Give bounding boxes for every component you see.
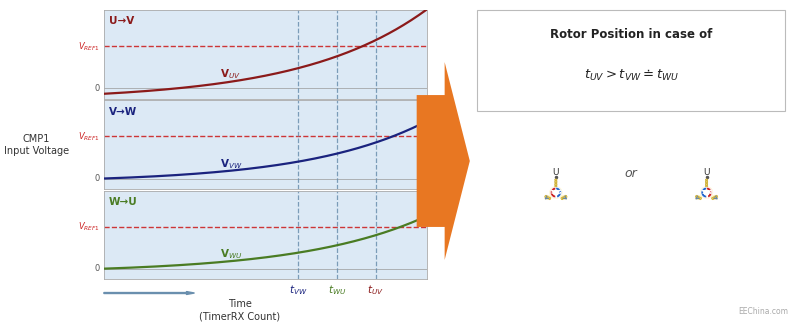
Text: or: or: [625, 167, 638, 180]
Ellipse shape: [697, 196, 698, 198]
Text: 0: 0: [95, 174, 100, 183]
Ellipse shape: [706, 184, 708, 185]
Ellipse shape: [555, 184, 557, 185]
Text: $t_{UV}$: $t_{UV}$: [368, 283, 384, 297]
Ellipse shape: [712, 198, 714, 200]
Ellipse shape: [547, 197, 550, 199]
Ellipse shape: [706, 181, 708, 182]
Text: N: N: [707, 190, 712, 195]
Ellipse shape: [695, 196, 702, 199]
Wedge shape: [556, 187, 562, 198]
Ellipse shape: [545, 195, 547, 197]
Ellipse shape: [555, 181, 557, 182]
Circle shape: [700, 186, 714, 199]
Wedge shape: [701, 187, 706, 198]
Text: Time
(TimerRX Count): Time (TimerRX Count): [199, 299, 280, 321]
Text: $t_{UV} > t_{VW} \doteq t_{WU}$: $t_{UV} > t_{VW} \doteq t_{WU}$: [583, 68, 679, 83]
Text: V$_{WU}$: V$_{WU}$: [221, 247, 243, 261]
Ellipse shape: [698, 197, 700, 199]
Ellipse shape: [706, 179, 708, 181]
Text: U→V: U→V: [109, 16, 134, 26]
Circle shape: [549, 186, 562, 199]
Ellipse shape: [564, 196, 566, 198]
Text: CMP1
Input Voltage: CMP1 Input Voltage: [4, 134, 70, 156]
Ellipse shape: [695, 195, 698, 197]
Text: W→U: W→U: [109, 197, 137, 207]
Ellipse shape: [716, 195, 718, 197]
Text: Rotor Position in case of: Rotor Position in case of: [550, 28, 713, 41]
Text: $V_{REF1}$: $V_{REF1}$: [78, 130, 100, 143]
Text: U: U: [703, 168, 710, 177]
Text: 0: 0: [95, 84, 100, 93]
Text: $V_{REF1}$: $V_{REF1}$: [78, 220, 100, 233]
Ellipse shape: [561, 198, 562, 200]
Text: $t_{WU}$: $t_{WU}$: [328, 283, 346, 297]
Circle shape: [704, 190, 710, 195]
Text: $V_{REF1}$: $V_{REF1}$: [78, 40, 100, 52]
Ellipse shape: [706, 185, 708, 187]
Text: V→W: V→W: [109, 107, 137, 117]
Text: S: S: [557, 190, 561, 195]
Text: U: U: [553, 168, 559, 177]
FancyBboxPatch shape: [477, 10, 785, 110]
Ellipse shape: [713, 197, 715, 199]
Circle shape: [551, 187, 562, 198]
Text: V$_{UV}$: V$_{UV}$: [221, 67, 241, 81]
Ellipse shape: [561, 196, 567, 199]
Text: EEChina.com: EEChina.com: [738, 307, 789, 316]
Ellipse shape: [712, 196, 718, 199]
Ellipse shape: [547, 196, 548, 198]
Ellipse shape: [555, 179, 557, 181]
Circle shape: [701, 187, 712, 198]
Text: 0: 0: [95, 264, 100, 273]
Text: N: N: [551, 190, 555, 195]
Text: $t_{VW}$: $t_{VW}$: [288, 283, 308, 297]
Text: S: S: [702, 190, 706, 195]
Wedge shape: [551, 187, 556, 198]
Polygon shape: [417, 62, 470, 260]
Ellipse shape: [555, 182, 557, 184]
Ellipse shape: [545, 196, 551, 199]
Ellipse shape: [555, 185, 557, 187]
Circle shape: [553, 190, 559, 195]
Ellipse shape: [700, 198, 702, 200]
Ellipse shape: [562, 197, 564, 199]
Ellipse shape: [565, 195, 567, 197]
Text: V$_{VW}$: V$_{VW}$: [221, 157, 243, 171]
Wedge shape: [706, 187, 712, 198]
Ellipse shape: [549, 198, 551, 200]
Ellipse shape: [714, 196, 716, 198]
Ellipse shape: [706, 182, 708, 184]
